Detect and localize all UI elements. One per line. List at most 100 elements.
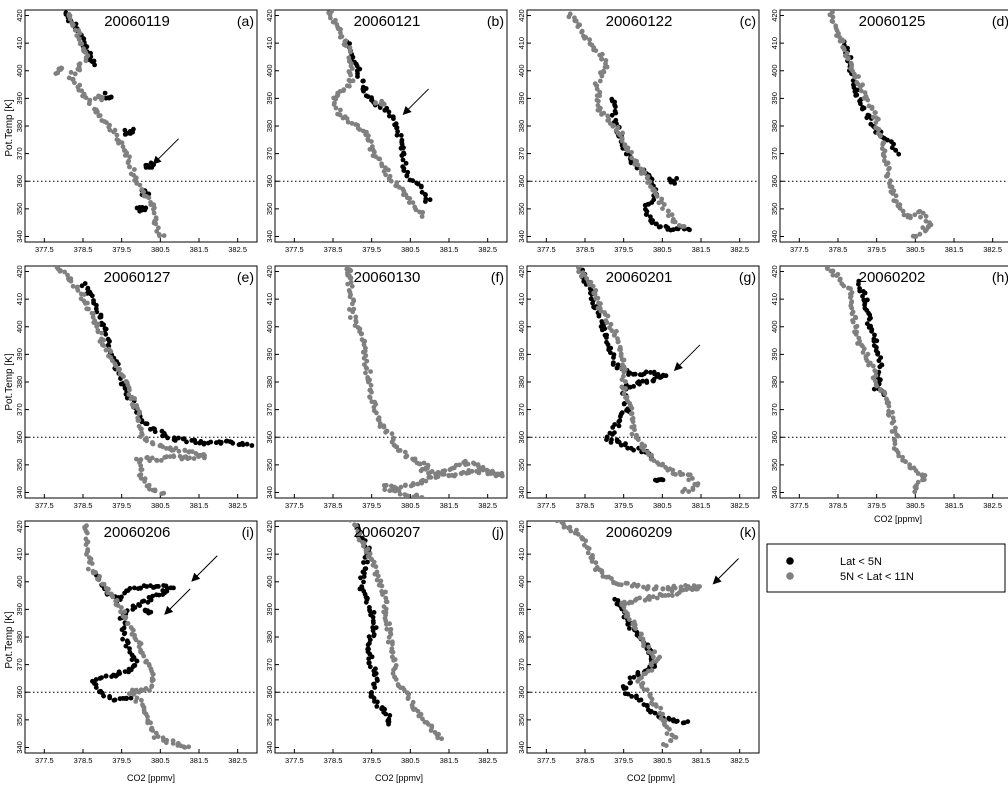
- data-point: [420, 210, 426, 215]
- panel-date-title: 20060202: [859, 269, 926, 286]
- data-point: [419, 214, 425, 219]
- data-point: [134, 456, 139, 462]
- panel-frame: [274, 9, 508, 243]
- data-point: [860, 293, 865, 299]
- data-point: [371, 633, 377, 639]
- data-point: [631, 674, 637, 680]
- data-point: [150, 441, 156, 447]
- data-point: [674, 718, 680, 724]
- series-lat-5n-11n: [326, 10, 426, 219]
- data-point: [186, 744, 192, 750]
- y-tick-label: 370: [15, 658, 24, 671]
- data-point: [72, 71, 78, 77]
- data-point: [165, 435, 171, 441]
- data-point: [423, 192, 428, 198]
- data-point: [629, 149, 634, 155]
- y-tick-label: 420: [770, 9, 779, 22]
- y-tick-label: 420: [15, 265, 24, 278]
- x-tick-label: 382.5: [983, 501, 1002, 510]
- data-point: [126, 387, 132, 393]
- data-point: [673, 735, 679, 740]
- data-point: [401, 145, 406, 151]
- x-tick-label: 378.5: [324, 245, 343, 254]
- data-point: [92, 62, 97, 68]
- data-point: [853, 331, 859, 337]
- data-point: [156, 584, 161, 589]
- data-point: [611, 355, 616, 360]
- data-point: [419, 495, 425, 498]
- data-point: [374, 577, 380, 583]
- data-point: [122, 609, 128, 615]
- data-point: [94, 324, 100, 329]
- data-point: [576, 269, 581, 275]
- y-tick-label: 350: [517, 203, 526, 216]
- data-point: [869, 328, 874, 334]
- panel-date-title: 20060127: [104, 269, 171, 286]
- y-tick-label: 370: [517, 403, 526, 416]
- y-tick-label: 350: [517, 459, 526, 472]
- data-point: [370, 614, 376, 620]
- data-point: [862, 90, 868, 96]
- panel-letter: (j): [492, 524, 504, 540]
- data-point: [629, 155, 634, 161]
- panel-date-title: 20060207: [354, 524, 421, 541]
- data-point: [106, 586, 111, 592]
- data-point: [161, 233, 167, 239]
- data-point: [657, 654, 662, 660]
- data-point: [582, 35, 587, 41]
- data-point: [653, 221, 659, 227]
- data-point: [621, 357, 627, 363]
- y-tick-label: 390: [770, 92, 779, 105]
- y-tick-label: 390: [517, 348, 526, 361]
- data-point: [152, 429, 158, 435]
- data-point: [429, 469, 435, 474]
- data-point: [641, 687, 647, 692]
- data-point: [138, 426, 144, 432]
- data-point: [151, 210, 157, 216]
- panel-date-title: 20060209: [606, 524, 673, 541]
- panel-frame: [526, 9, 760, 243]
- data-point: [665, 208, 671, 214]
- y-tick-label: 410: [770, 293, 779, 306]
- data-point: [95, 329, 101, 335]
- data-point: [575, 531, 581, 537]
- data-point: [364, 358, 370, 364]
- data-point: [144, 455, 150, 461]
- data-point: [651, 654, 656, 660]
- panel-date-title: 20060206: [104, 524, 171, 541]
- data-point: [614, 365, 620, 371]
- data-point: [76, 37, 82, 43]
- data-point: [645, 174, 651, 180]
- panel-frame: [274, 265, 508, 499]
- arrow-head: [673, 361, 683, 371]
- data-point: [591, 290, 597, 296]
- data-point: [375, 573, 381, 579]
- series-lat-lt-5n: [856, 278, 887, 398]
- data-point: [386, 634, 392, 640]
- data-point: [613, 104, 618, 110]
- series-lat-5n-11n: [54, 266, 207, 497]
- data-point: [912, 489, 918, 495]
- y-tick-label: 360: [15, 175, 24, 188]
- data-point: [383, 595, 389, 601]
- data-point: [191, 456, 197, 461]
- data-point: [643, 671, 648, 676]
- data-point: [103, 95, 109, 101]
- data-point: [130, 607, 136, 612]
- data-point: [890, 191, 896, 196]
- panel-date-title: 20060130: [354, 269, 421, 286]
- data-point: [641, 447, 647, 453]
- data-point: [125, 640, 131, 646]
- data-point: [380, 592, 385, 597]
- panels-group: 377.5 378.5 379.5 380.5 381.5 382.5 340 350 360 3…: [15, 9, 1008, 765]
- data-point: [92, 96, 98, 101]
- data-point: [155, 734, 161, 739]
- data-point: [629, 431, 635, 437]
- y-tick-label: 360: [517, 431, 526, 444]
- data-point: [362, 348, 368, 354]
- data-point: [103, 331, 109, 337]
- x-tick-label: 381.5: [190, 245, 209, 254]
- y-tick-label: 380: [517, 631, 526, 644]
- data-point: [435, 735, 441, 741]
- y-tick-label: 370: [265, 403, 274, 416]
